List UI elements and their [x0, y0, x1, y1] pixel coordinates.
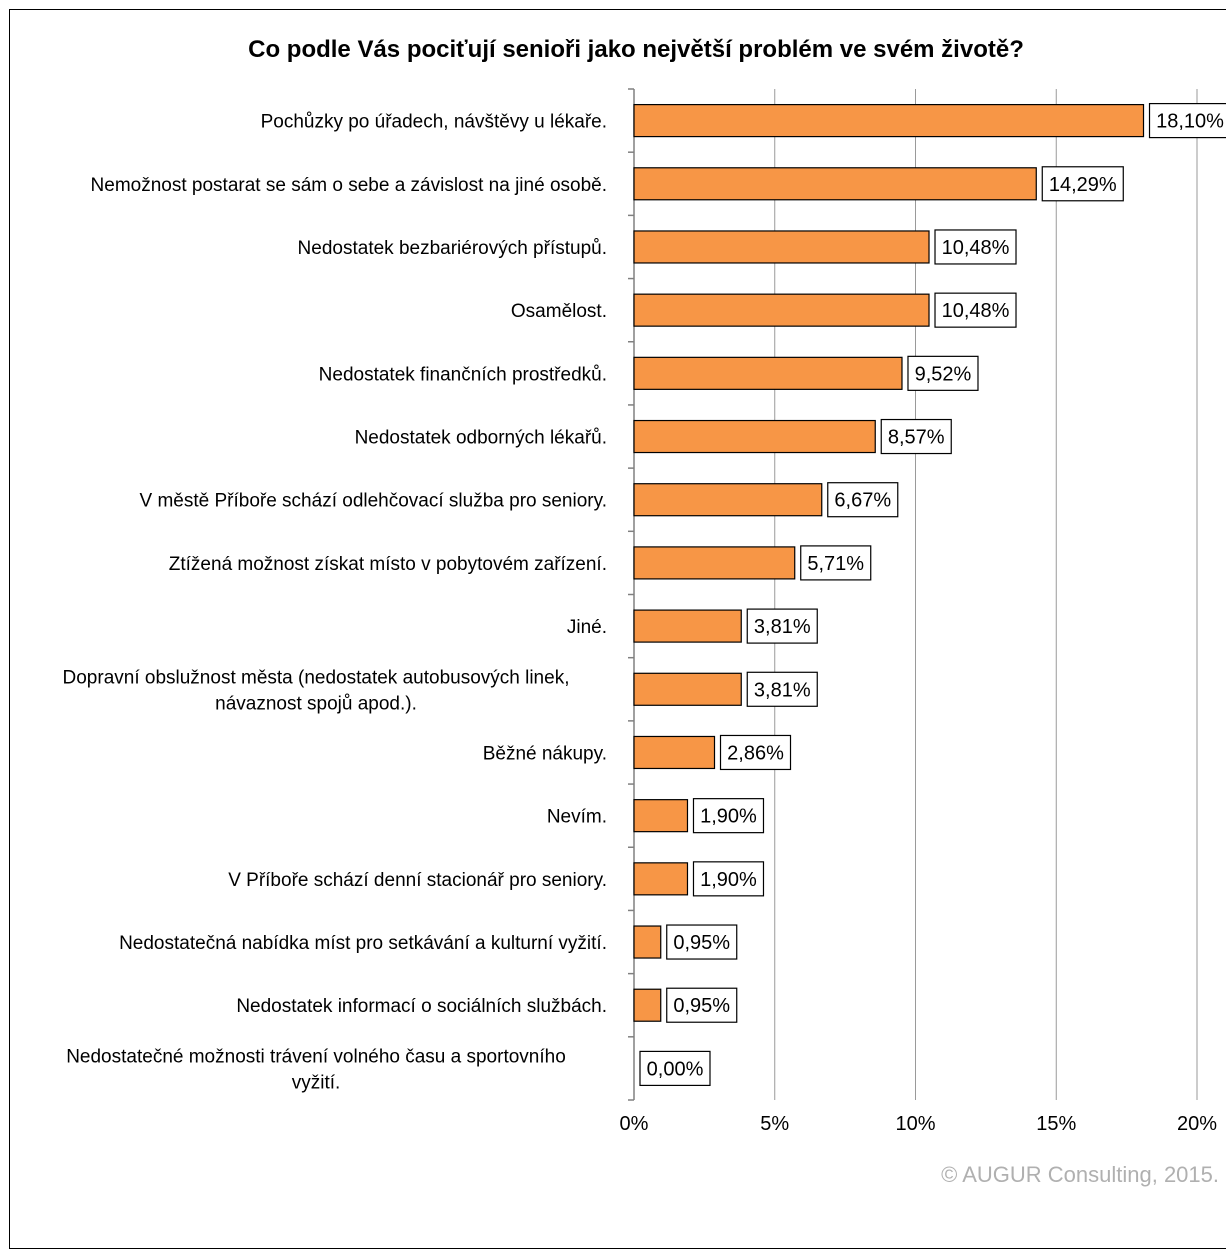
data-label-text: 1,90%	[700, 869, 757, 891]
category-labels: Pochůzky po úřadech, návštěvy u lékaře. N…	[63, 112, 607, 1094]
chart-title: Co podle Vás pociťují senioři jako nejvě…	[248, 36, 1024, 63]
data-label: 18,10%	[1148, 102, 1226, 139]
data-label-box	[800, 545, 872, 581]
data-label-text: 2,86%	[727, 742, 784, 764]
data-label: 3,81%	[746, 671, 818, 707]
x-tick-label: 20%	[1177, 1113, 1217, 1135]
data-label-text: 9,52%	[915, 363, 972, 385]
x-tick-label: 5%	[760, 1113, 789, 1135]
data-label: 10,48%	[934, 229, 1017, 265]
bar	[633, 103, 1145, 138]
bar	[633, 609, 742, 643]
category-label-line: Nedostatečné možnosti trávení volného ča…	[66, 1046, 566, 1067]
data-label-box	[719, 734, 792, 771]
data-label: 2,86%	[719, 734, 792, 771]
data-label-box	[692, 798, 765, 834]
data-label: 0,00%	[639, 1050, 711, 1087]
data-label: 5,71%	[800, 545, 872, 581]
data-label-box	[934, 229, 1017, 265]
bar	[633, 988, 662, 1022]
data-label: 9,52%	[907, 355, 979, 391]
data-label-box	[666, 987, 738, 1023]
category-label: Jiné.	[567, 617, 607, 638]
data-label: 1,90%	[692, 798, 765, 834]
data-label-text: 14,29%	[1049, 174, 1117, 196]
data-label-text: 18,10%	[1156, 111, 1224, 133]
data-label-text: 3,81%	[754, 679, 811, 701]
data-label-box	[746, 671, 818, 707]
bars	[633, 103, 1145, 1022]
bar	[633, 672, 742, 706]
data-label: 6,67%	[827, 482, 899, 518]
category-label: Dopravní obslužnost města (nedostatek au…	[63, 667, 570, 714]
category-label: Nedostatek odborných lékařů.	[355, 428, 607, 449]
category-label: Nedostatečná nabídka míst pro setkávání …	[119, 933, 607, 954]
category-label: Nedostatek informací o sociálních službá…	[236, 996, 607, 1017]
category-label: Běžné nákupy.	[483, 743, 607, 764]
data-label: 14,29%	[1041, 166, 1124, 202]
data-label-box	[934, 292, 1017, 328]
data-label: 1,90%	[692, 861, 765, 897]
data-label-text: 1,90%	[700, 806, 757, 828]
category-label-line: vyžití.	[292, 1072, 341, 1093]
data-label: 8,57%	[880, 418, 952, 455]
data-label: 0,95%	[666, 987, 738, 1023]
category-label: Nemožnost postarat se sám o sebe a závis…	[91, 175, 607, 196]
data-label-box	[907, 355, 979, 391]
data-label-box	[1148, 102, 1226, 139]
bar-chart: Co podle Vás pociťují senioři jako nejvě…	[63, 36, 1226, 1187]
category-label: Nedostatek bezbariérových přístupů.	[298, 238, 607, 259]
data-label-box	[880, 418, 952, 455]
data-label: 0,95%	[666, 924, 738, 960]
bar	[633, 230, 930, 264]
data-label-text: 0,95%	[673, 995, 730, 1017]
category-label: Ztížená možnost získat místo v pobytovém…	[169, 554, 607, 575]
chart-frame	[9, 9, 1226, 1249]
data-label: 3,81%	[746, 608, 818, 644]
data-label-text: 10,48%	[942, 300, 1010, 322]
data-label-text: 5,71%	[807, 553, 864, 575]
category-label: Pochůzky po úřadech, návštěvy u lékaře.	[261, 112, 607, 133]
data-label-text: 0,95%	[673, 932, 730, 954]
data-label-text: 0,00%	[647, 1058, 704, 1080]
bar	[633, 419, 876, 454]
category-label-line: Dopravní obslužnost města (nedostatek au…	[63, 667, 570, 688]
bar	[633, 799, 689, 833]
category-label: Nevím.	[547, 807, 607, 828]
category-label: Osamělost.	[511, 301, 607, 322]
x-tick-label: 10%	[895, 1113, 935, 1135]
data-label: 10,48%	[934, 292, 1017, 328]
bar	[633, 862, 689, 896]
category-label: V Příboře schází denní stacionář pro sen…	[228, 870, 607, 891]
bar	[633, 483, 823, 517]
category-label: V městě Příboře schází odlehčovací služb…	[140, 491, 608, 512]
data-label-text: 3,81%	[754, 616, 811, 638]
bar	[633, 925, 662, 959]
data-label-box	[666, 924, 738, 960]
category-label: Nedostatek finančních prostředků.	[319, 364, 607, 385]
data-label-box	[746, 608, 818, 644]
bar	[633, 735, 716, 770]
bar	[633, 293, 930, 327]
data-label-box	[639, 1050, 711, 1087]
data-label-text: 8,57%	[888, 427, 945, 449]
category-label-line: návaznost spojů apod.).	[215, 693, 417, 714]
data-label-text: 10,48%	[942, 237, 1010, 259]
x-axis-ticks: 0% 5% 10% 15% 20%	[620, 1113, 1218, 1135]
bar	[633, 546, 796, 580]
watermark: © AUGUR Consulting, 2015.	[941, 1162, 1219, 1187]
bar	[633, 167, 1037, 201]
data-label-box	[1041, 166, 1124, 202]
data-label-box	[827, 482, 899, 518]
x-tick-label: 15%	[1036, 1113, 1076, 1135]
bar	[633, 356, 903, 390]
x-tick-label: 0%	[620, 1113, 649, 1135]
data-label-text: 6,67%	[834, 490, 891, 512]
category-label: Nedostatečné možnosti trávení volného ča…	[66, 1046, 566, 1093]
data-labels: 18,10% 14,29% 10,48% 10,48% 9,52% 8,57% 6,67% 5…	[639, 102, 1226, 1087]
data-label-box	[692, 861, 765, 897]
